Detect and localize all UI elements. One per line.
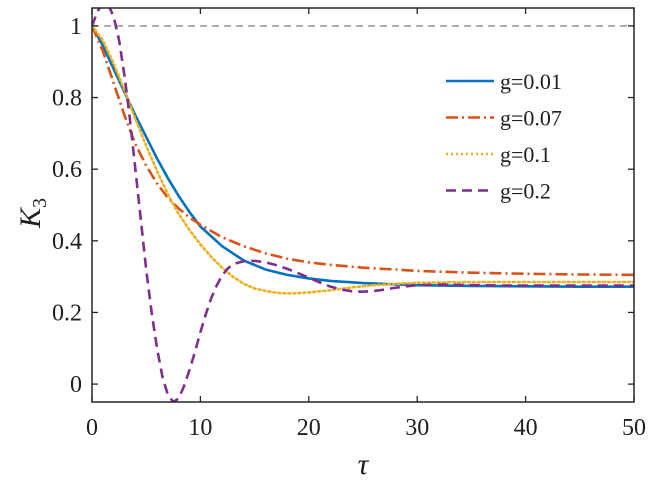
y-tick-label: 0.6 [52,157,82,183]
y-tick-label: 0.4 [52,229,82,255]
y-tick-label: 0.2 [52,300,82,326]
legend-label-1: g=0.01 [500,69,562,94]
y-axis: 0 0.2 0.4 0.6 0.8 1 [52,14,634,398]
series-line-4 [92,8,634,402]
series-line-2 [92,25,634,277]
series-layer [92,8,634,402]
x-tick-label: 50 [622,415,646,441]
legend-label-4: g=0.2 [500,179,551,204]
legend-label-2: g=0.07 [500,106,562,131]
x-tick-label: 0 [86,415,98,441]
x-axis: 0 10 20 30 40 50 [86,8,646,441]
series-line-1 [92,25,634,288]
legend-label-3: g=0.1 [500,142,551,167]
y-tick-label: 1 [70,14,82,40]
y-axis-label: K3 [14,198,51,229]
y-axis-label-main: K [14,206,47,229]
x-tick-label: 10 [188,415,212,441]
series-line-3 [92,24,634,295]
legend: g=0.01 g=0.07 g=0.1 g=0.2 [446,69,562,204]
y-tick-label: 0.8 [52,86,82,112]
x-tick-label: 20 [297,415,321,441]
plot-frame [91,7,635,403]
x-tick-label: 40 [514,415,538,441]
y-tick-label: 0 [70,372,82,398]
x-axis-label: τ [358,448,370,480]
x-tick-label: 30 [405,415,429,441]
y-axis-label-sub: 3 [29,198,51,208]
